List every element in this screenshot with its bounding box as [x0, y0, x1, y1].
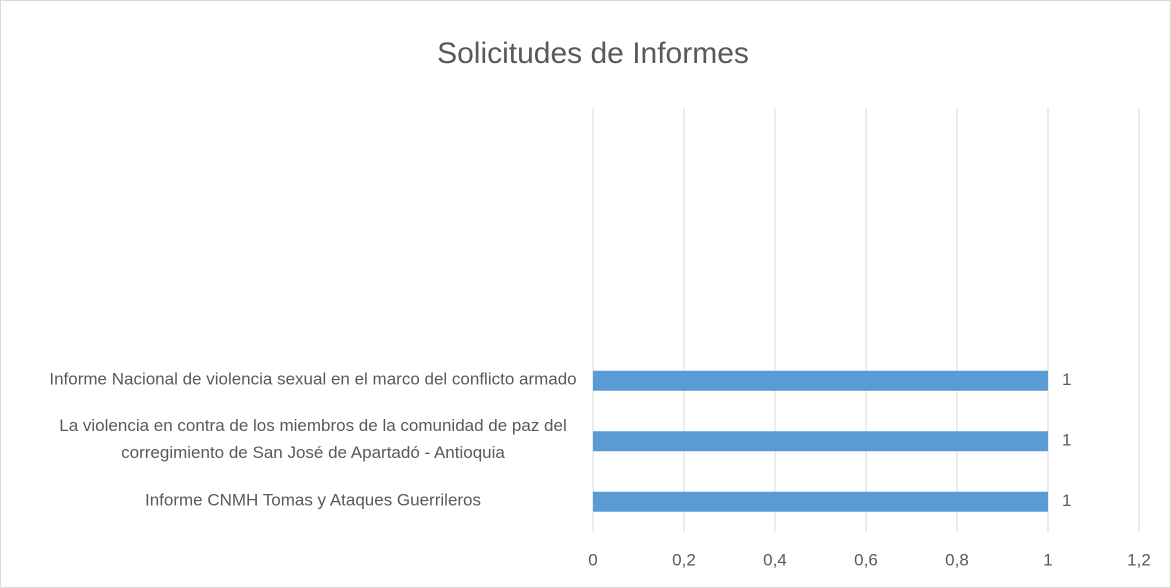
- x-tick-label: 0,8: [945, 550, 969, 569]
- x-tick-label: 1: [1043, 550, 1052, 569]
- bar: [593, 370, 1048, 391]
- data-label: 1: [1062, 491, 1071, 510]
- y-tick-label: Informe CNMH Tomas y Ataques Guerrileros: [144, 490, 482, 510]
- x-tick-label: 0: [588, 550, 597, 569]
- y-tick-label: Informe Nacional de violencia sexual en …: [49, 369, 577, 389]
- x-tick-label: 0,2: [672, 550, 696, 569]
- x-tick-label: 0,4: [763, 550, 787, 569]
- bar: [593, 431, 1048, 452]
- x-tick-label: 0,6: [854, 550, 878, 569]
- x-tick-label: 1,2: [1127, 550, 1151, 569]
- data-label: 1: [1062, 431, 1071, 450]
- chart-title: Solicitudes de Informes: [437, 37, 749, 70]
- data-label: 1: [1062, 370, 1071, 389]
- bar: [593, 491, 1048, 512]
- y-tick-label: La violencia en contra de los miembros d…: [59, 416, 567, 463]
